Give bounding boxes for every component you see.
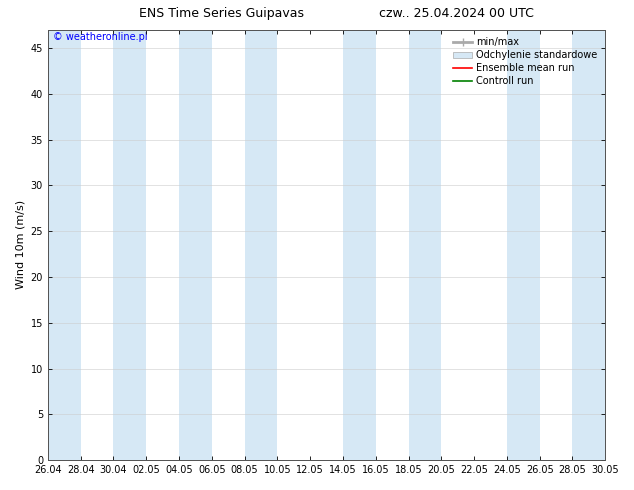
Text: ENS Time Series Guipavas: ENS Time Series Guipavas bbox=[139, 7, 304, 21]
Legend: min/max, Odchylenie standardowe, Ensemble mean run, Controll run: min/max, Odchylenie standardowe, Ensembl… bbox=[450, 35, 600, 89]
Text: © weatheronline.pl: © weatheronline.pl bbox=[53, 32, 148, 42]
Text: czw.. 25.04.2024 00 UTC: czw.. 25.04.2024 00 UTC bbox=[379, 7, 534, 21]
Bar bbox=[245, 30, 278, 460]
Bar bbox=[343, 30, 376, 460]
Bar bbox=[113, 30, 146, 460]
Bar bbox=[507, 30, 540, 460]
Bar bbox=[408, 30, 441, 460]
Bar bbox=[573, 30, 605, 460]
Y-axis label: Wind 10m (m/s): Wind 10m (m/s) bbox=[15, 200, 25, 290]
Bar bbox=[48, 30, 81, 460]
Bar bbox=[179, 30, 212, 460]
